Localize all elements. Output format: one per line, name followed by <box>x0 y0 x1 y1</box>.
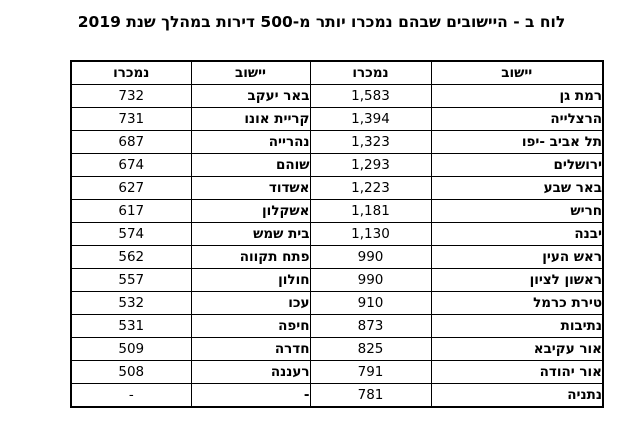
table-row: ראשון לציון 990 חולון 557 <box>70 268 604 292</box>
city-cell: טירת כרמל <box>430 291 604 315</box>
sold-cell: 781 <box>309 383 432 408</box>
city-cell: חריש <box>430 199 604 223</box>
city-cell: שוהם <box>190 153 311 177</box>
sold-cell: 990 <box>309 268 432 292</box>
sold-cell: 531 <box>70 314 192 338</box>
table-row: חריש 1,181 אשקלון 617 <box>70 199 604 223</box>
city-cell: קריית אונו <box>190 107 311 131</box>
city-cell: - <box>190 383 311 408</box>
sold-cell: 509 <box>70 337 192 361</box>
table-row: אור עקיבא 825 חדרה 509 <box>70 337 604 361</box>
city-cell: בית שמש <box>190 222 311 246</box>
table-row: ירושלים 1,293 שוהם 674 <box>70 153 604 177</box>
sold-cell: 791 <box>309 360 432 384</box>
table-row: רמת גן 1,583 באר יעקב 732 <box>70 84 604 108</box>
sales-table: יישוב נמכרו יישוב נמכרו רמת גן 1,583 באר י… <box>70 60 604 408</box>
city-cell: נהרייה <box>190 130 311 154</box>
table-row: יבנה 1,130 בית שמש 574 <box>70 222 604 246</box>
page-title: לוח ב - היישובים שבהם נמכרו יותר מ-500 ד… <box>77 13 566 31</box>
city-cell: ראש העין <box>430 245 604 269</box>
sold-cell: 532 <box>70 291 192 315</box>
sold-cell: 1,181 <box>309 199 432 223</box>
column-header-settlement-a: יישוב <box>430 60 604 85</box>
sold-cell: 674 <box>70 153 192 177</box>
table-row: הרצלייה 1,394 קריית אונו 731 <box>70 107 604 131</box>
sold-cell: 825 <box>309 337 432 361</box>
sold-cell: 1,293 <box>309 153 432 177</box>
table-row: תל אביב -יפו 1,323 נהרייה 687 <box>70 130 604 154</box>
city-cell: פתח תקווה <box>190 245 311 269</box>
sold-cell: 562 <box>70 245 192 269</box>
sold-cell: 1,223 <box>309 176 432 200</box>
city-cell: ראשון לציון <box>430 268 604 292</box>
sold-cell: 557 <box>70 268 192 292</box>
city-cell: רמת גן <box>430 84 604 108</box>
city-cell: באר יעקב <box>190 84 311 108</box>
city-cell: חיפה <box>190 314 311 338</box>
table-row: נתניה 781- - <box>70 383 604 408</box>
sold-cell: 732 <box>70 84 192 108</box>
sold-cell: 617 <box>70 199 192 223</box>
sold-cell: 1,323 <box>309 130 432 154</box>
city-cell: חולון <box>190 268 311 292</box>
sold-cell: 574 <box>70 222 192 246</box>
sold-cell: - <box>70 383 192 408</box>
sold-cell: 627 <box>70 176 192 200</box>
city-cell: ירושלים <box>430 153 604 177</box>
city-cell: חדרה <box>190 337 311 361</box>
city-cell: אור יהודה <box>430 360 604 384</box>
city-cell: עכו <box>190 291 311 315</box>
table-row: ראש העין 990 פתח תקווה 562 <box>70 245 604 269</box>
table-row: טירת כרמל 910 עכו 532 <box>70 291 604 315</box>
column-header-settlement-b: יישוב <box>190 60 311 85</box>
table-header: יישוב נמכרו יישוב נמכרו <box>70 60 604 85</box>
city-cell: יבנה <box>430 222 604 246</box>
sold-cell: 508 <box>70 360 192 384</box>
column-header-sold-b: נמכרו <box>70 60 192 85</box>
sold-cell: 1,583 <box>309 84 432 108</box>
sold-cell: 990 <box>309 245 432 269</box>
city-cell: אשדוד <box>190 176 311 200</box>
city-cell: אשקלון <box>190 199 311 223</box>
table-row: נתיבות 873 חיפה 531 <box>70 314 604 338</box>
city-cell: הרצלייה <box>430 107 604 131</box>
sold-cell: 873 <box>309 314 432 338</box>
table-row: באר שבע 1,223 אשדוד 627 <box>70 176 604 200</box>
sold-cell: 910 <box>309 291 432 315</box>
city-cell: רעננה <box>190 360 311 384</box>
city-cell: תל אביב -יפו <box>430 130 604 154</box>
table-body: רמת גן 1,583 באר יעקב 732 הרצלייה 1,394 קריית … <box>70 84 604 408</box>
city-cell: באר שבע <box>430 176 604 200</box>
city-cell: אור עקיבא <box>430 337 604 361</box>
city-cell: נתניה <box>430 383 604 408</box>
sold-cell: 1,394 <box>309 107 432 131</box>
sold-cell: 1,130 <box>309 222 432 246</box>
header-row: יישוב נמכרו יישוב נמכרו <box>70 60 604 85</box>
city-cell: נתיבות <box>430 314 604 338</box>
column-header-sold-a: נמכרו <box>309 60 432 85</box>
sold-cell: 731 <box>70 107 192 131</box>
table-row: אור יהודה 791 רעננה 508 <box>70 360 604 384</box>
sold-cell: 687 <box>70 130 192 154</box>
